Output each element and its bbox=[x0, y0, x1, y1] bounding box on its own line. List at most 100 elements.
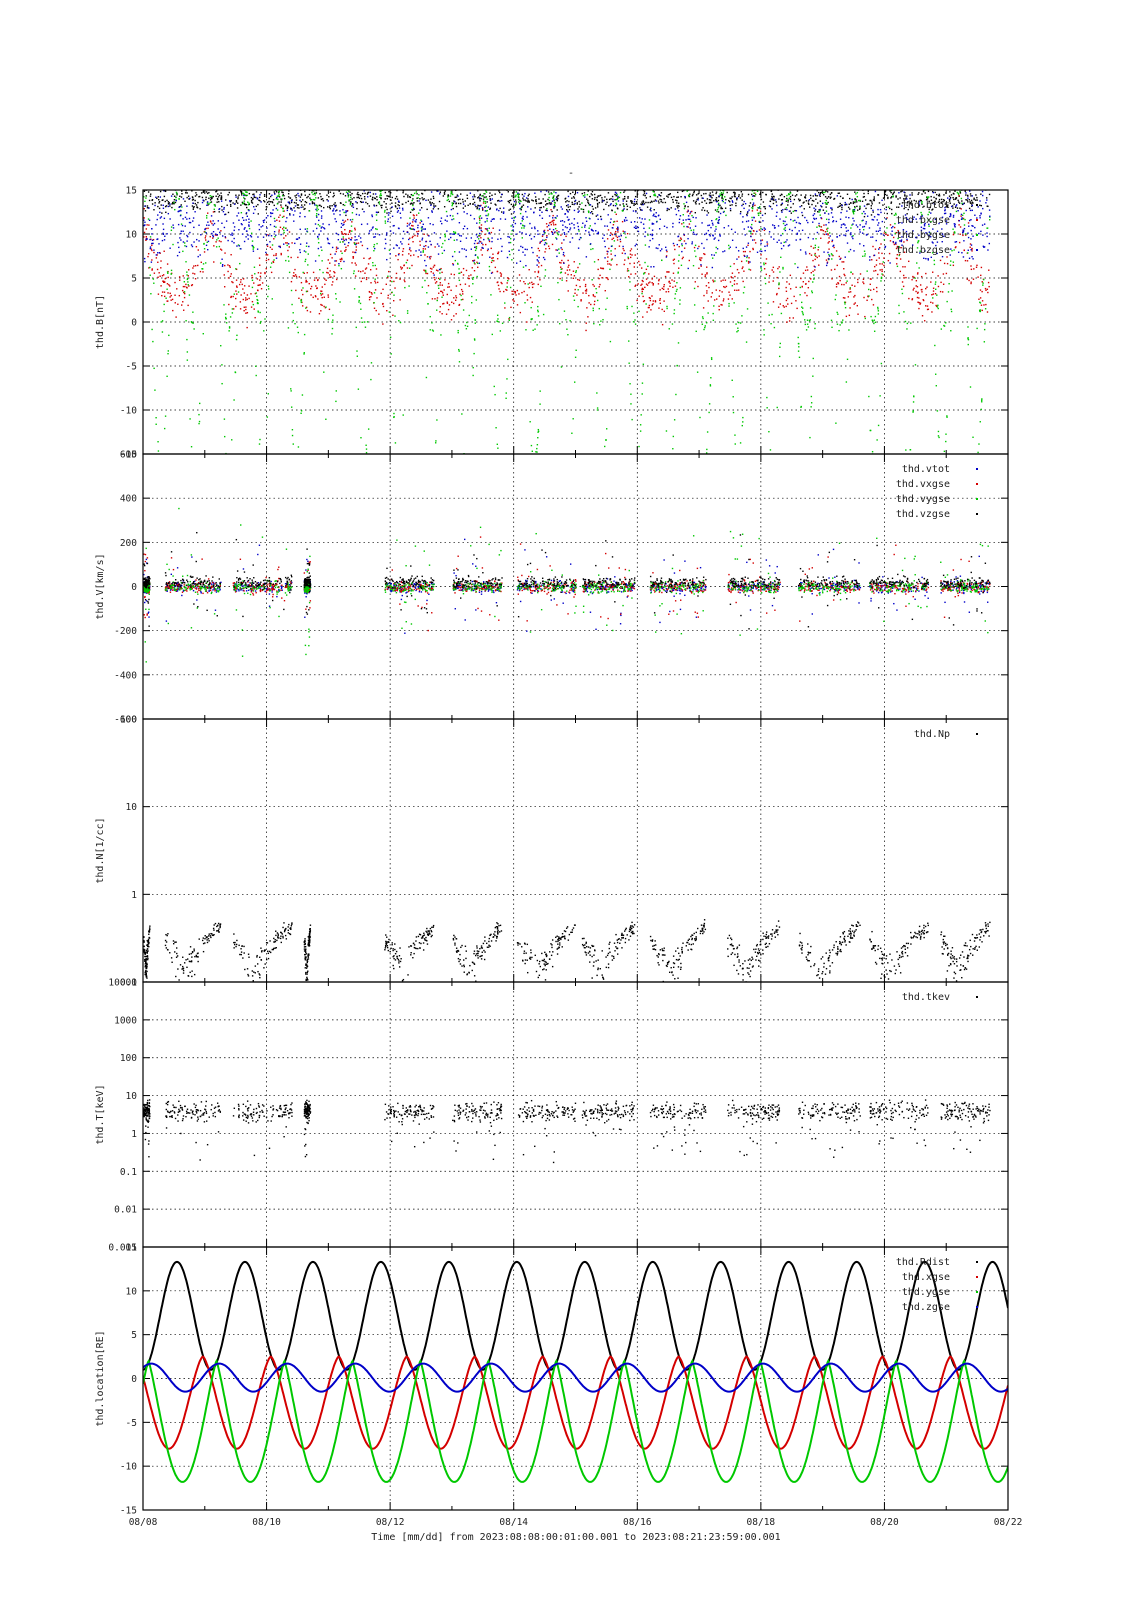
data-point bbox=[540, 190, 542, 193]
data-point bbox=[871, 218, 873, 221]
data-point bbox=[954, 232, 956, 234]
data-point bbox=[191, 205, 194, 207]
data-point bbox=[647, 265, 649, 268]
data-point bbox=[339, 192, 342, 195]
data-point bbox=[668, 280, 671, 283]
data-point bbox=[305, 201, 308, 204]
data-point bbox=[248, 227, 251, 230]
data-point bbox=[189, 197, 191, 200]
data-point bbox=[309, 197, 311, 199]
data-point bbox=[967, 232, 969, 234]
data-point bbox=[839, 205, 842, 207]
data-point bbox=[666, 207, 669, 210]
data-point bbox=[430, 458, 431, 459]
data-point bbox=[487, 206, 490, 208]
data-point bbox=[670, 458, 671, 459]
data-point bbox=[313, 199, 316, 201]
data-point bbox=[985, 303, 987, 306]
data-point bbox=[537, 310, 539, 313]
data-point bbox=[487, 238, 490, 240]
data-point bbox=[989, 216, 991, 218]
data-point bbox=[910, 322, 912, 324]
data-point bbox=[842, 319, 844, 321]
data-point bbox=[592, 307, 594, 309]
data-point bbox=[913, 199, 915, 202]
data-point bbox=[342, 203, 344, 206]
data-point bbox=[989, 215, 991, 217]
data-point bbox=[915, 200, 917, 202]
data-point bbox=[448, 286, 451, 288]
data-point bbox=[513, 290, 515, 293]
data-point bbox=[331, 333, 333, 335]
data-point bbox=[170, 273, 172, 275]
data-point bbox=[191, 190, 193, 192]
data-point bbox=[698, 245, 700, 248]
data-point bbox=[709, 385, 712, 387]
data-point bbox=[230, 199, 232, 202]
data-point bbox=[801, 229, 804, 232]
data-point bbox=[599, 274, 601, 277]
data-point bbox=[183, 242, 186, 244]
data-point bbox=[488, 195, 491, 198]
data-point bbox=[151, 199, 154, 201]
data-point bbox=[817, 249, 819, 251]
data-point bbox=[479, 241, 482, 243]
data-point bbox=[339, 258, 341, 261]
data-point bbox=[691, 243, 693, 245]
data-point bbox=[366, 193, 369, 195]
data-point bbox=[524, 302, 526, 304]
data-point bbox=[368, 205, 371, 207]
data-point bbox=[365, 448, 368, 450]
data-point bbox=[809, 436, 811, 439]
data-point bbox=[420, 207, 423, 209]
data-point bbox=[462, 293, 464, 295]
data-point bbox=[928, 223, 930, 226]
data-point bbox=[988, 269, 990, 271]
data-point bbox=[430, 255, 432, 258]
data-point bbox=[589, 243, 592, 245]
data-point bbox=[711, 191, 714, 193]
data-point bbox=[267, 285, 270, 288]
data-point bbox=[335, 250, 338, 253]
data-point bbox=[782, 266, 784, 269]
data-point bbox=[430, 458, 431, 459]
data-point bbox=[703, 253, 705, 255]
data-point bbox=[562, 224, 564, 226]
data-point bbox=[172, 224, 174, 226]
data-point bbox=[627, 270, 630, 272]
data-point bbox=[920, 222, 923, 224]
data-point bbox=[438, 268, 441, 271]
data-point bbox=[948, 195, 951, 197]
data-point bbox=[734, 443, 736, 445]
data-point bbox=[543, 243, 546, 246]
data-point bbox=[596, 409, 599, 411]
data-point bbox=[873, 254, 876, 257]
data-point bbox=[874, 248, 877, 250]
data-point bbox=[511, 259, 513, 261]
data-point bbox=[689, 193, 691, 195]
data-point bbox=[659, 218, 661, 220]
data-point bbox=[591, 198, 594, 200]
data-point bbox=[201, 268, 204, 270]
data-point bbox=[708, 411, 710, 414]
data-point bbox=[373, 250, 375, 252]
data-point bbox=[940, 201, 943, 203]
data-point bbox=[145, 228, 148, 230]
data-point bbox=[699, 416, 701, 419]
data-point bbox=[454, 196, 456, 199]
data-point bbox=[331, 205, 333, 207]
data-point bbox=[304, 194, 306, 196]
data-point bbox=[247, 203, 249, 206]
data-point bbox=[587, 210, 590, 212]
data-point bbox=[571, 432, 573, 434]
data-point bbox=[928, 225, 930, 227]
data-point bbox=[365, 278, 368, 281]
data-point bbox=[493, 260, 495, 262]
data-point bbox=[882, 204, 884, 206]
data-point bbox=[740, 260, 743, 263]
data-point bbox=[794, 263, 796, 265]
data-point bbox=[387, 276, 389, 279]
data-point bbox=[249, 234, 252, 237]
data-point bbox=[872, 199, 875, 201]
data-point bbox=[807, 458, 808, 459]
